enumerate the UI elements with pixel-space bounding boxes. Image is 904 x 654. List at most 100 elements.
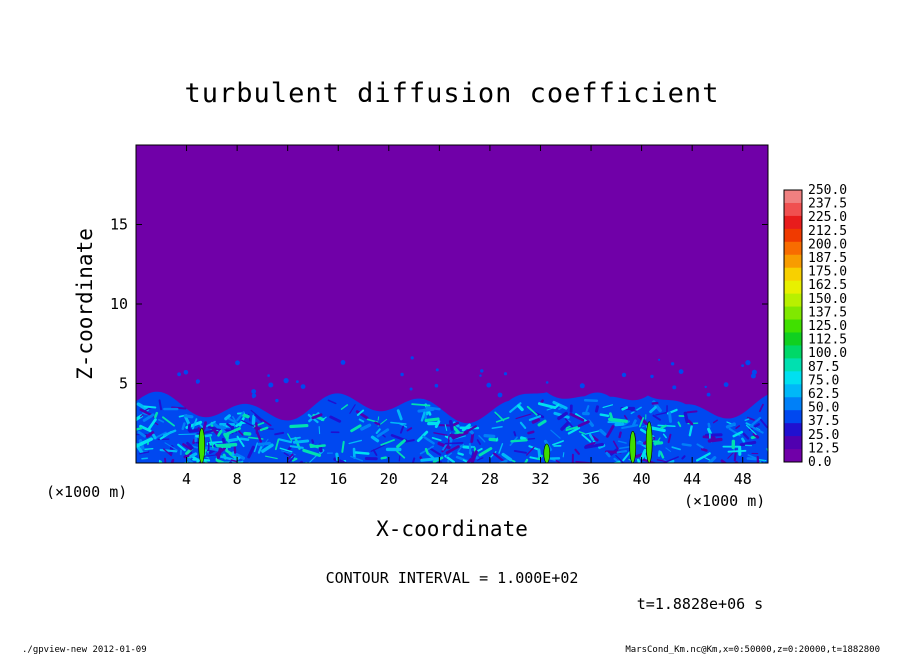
y-tick-label: 15 xyxy=(110,216,128,234)
colorbar-swatch xyxy=(784,215,802,230)
turbulence-streak xyxy=(523,458,529,463)
turbulence-streak xyxy=(152,433,157,440)
turbulence-streak xyxy=(607,421,622,424)
turbulence-streak xyxy=(374,421,381,426)
turbulence-streak xyxy=(349,404,356,414)
turbulence-streak xyxy=(136,402,150,412)
time-label: t=1.8828e+06 s xyxy=(637,595,763,613)
turbulence-streak xyxy=(253,442,259,453)
turbulence-streak xyxy=(183,453,192,459)
x-axis-label: X-coordinate xyxy=(376,517,528,541)
turbulence-streak xyxy=(615,455,625,463)
colorbar-swatch xyxy=(784,345,802,359)
colorbar-label: 0.0 xyxy=(808,455,831,470)
eddy-blob xyxy=(741,364,744,367)
turbulence-streak xyxy=(494,411,505,422)
colorbar-label: 50.0 xyxy=(808,401,839,416)
turbulence-streak xyxy=(656,459,666,463)
turbulence-streak xyxy=(354,451,370,455)
turbulence-streak xyxy=(434,420,441,429)
turbulence-streak xyxy=(265,455,278,460)
turbulence-streak xyxy=(595,405,599,413)
turbulence-streak xyxy=(154,411,159,419)
turbulence-streak xyxy=(752,432,760,439)
turbulence-streak xyxy=(398,455,401,462)
colorbar-label: 62.5 xyxy=(808,387,839,402)
turbulence-streak xyxy=(732,430,744,438)
turbulence-streak xyxy=(350,455,364,462)
turbulence-streak xyxy=(422,435,435,445)
colorbar-swatch xyxy=(784,384,802,398)
turbulence-streak xyxy=(159,448,178,453)
turbulence-streak xyxy=(142,413,155,422)
turbulence-streak xyxy=(406,427,413,432)
turbulence-streak xyxy=(217,454,234,461)
turbulence-streak xyxy=(470,450,478,463)
turbulence-streak xyxy=(241,419,255,427)
x-tick-label: 4 xyxy=(182,470,191,488)
turbulence-streak xyxy=(668,411,672,423)
turbulence-streak xyxy=(292,439,310,444)
turbulence-streak xyxy=(158,399,163,411)
turbulence-streak xyxy=(744,418,750,421)
turbulence-streak xyxy=(139,424,152,433)
turbulence-streak xyxy=(411,403,431,407)
turbulence-streak xyxy=(565,425,571,429)
colorbar-swatch xyxy=(784,319,802,333)
colorbar-swatch xyxy=(784,332,802,346)
turbulence-streak xyxy=(311,413,323,420)
colorbar-swatch xyxy=(784,190,802,204)
eddy-blob xyxy=(672,385,677,390)
turbulence-streak xyxy=(766,448,768,453)
colorbar-swatch xyxy=(784,423,802,437)
turbulence-streak xyxy=(495,437,499,442)
eddy-blob xyxy=(296,380,299,383)
turbulence-streak xyxy=(396,409,403,421)
eddy-blob xyxy=(579,383,585,389)
turbulence-streak xyxy=(677,421,682,428)
turbulence-streak xyxy=(433,432,448,436)
colorbar-swatch xyxy=(784,306,802,321)
turbulence-streak xyxy=(749,416,762,428)
eddy-blob xyxy=(480,369,484,373)
eddy-blob xyxy=(251,389,257,394)
turbulence-streak xyxy=(355,410,369,420)
turbulence-streak xyxy=(445,452,453,458)
turbulence-streak xyxy=(247,445,255,459)
turbulence-streak xyxy=(241,413,250,419)
turbulence-streak xyxy=(655,411,667,416)
turbulence-streak xyxy=(712,419,718,424)
turbulence-streak xyxy=(377,416,380,421)
colorbar-label: 237.5 xyxy=(808,197,847,212)
high-value-plume xyxy=(645,421,653,463)
turbulence-streak xyxy=(144,447,154,450)
turbulence-streak xyxy=(424,417,440,423)
turbulence-streak xyxy=(370,435,380,443)
turbulence-streak xyxy=(741,437,746,443)
turbulence-streak xyxy=(205,420,216,428)
colorbar-swatch xyxy=(784,280,802,295)
turbulence-streak xyxy=(358,418,365,423)
turbulence-streak xyxy=(537,448,542,458)
turbulence-streak xyxy=(569,412,585,422)
turbulence-streak xyxy=(288,456,295,463)
turbulence-streak xyxy=(380,456,388,460)
colorbar-swatch xyxy=(784,228,802,243)
turbulence-streak xyxy=(163,448,172,457)
turbulence-streak xyxy=(681,455,686,460)
x-tick-label: 48 xyxy=(734,470,752,488)
turbulence-streak xyxy=(483,433,496,439)
turbulence-streak xyxy=(667,433,672,444)
turbulence-streak xyxy=(660,424,667,429)
colorbar: 250.0237.5225.0212.5200.0187.5175.0162.5… xyxy=(783,183,847,470)
turbulence-streak xyxy=(584,429,603,435)
eddy-blob xyxy=(268,382,274,388)
x-tick-label: 12 xyxy=(279,470,297,488)
turbulence-streak xyxy=(528,415,542,421)
turbulence-streak xyxy=(748,423,760,431)
colorbar-swatch xyxy=(784,371,802,385)
x-tick-label: 40 xyxy=(633,470,651,488)
turbulence-streak xyxy=(707,456,717,463)
turbulence-streak xyxy=(758,403,764,413)
turbulence-streak xyxy=(557,411,568,421)
